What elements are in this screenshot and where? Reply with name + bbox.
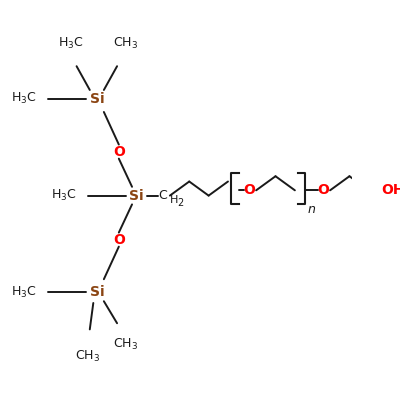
Text: O: O	[243, 183, 255, 197]
Text: C: C	[158, 189, 167, 202]
Text: H: H	[170, 195, 178, 205]
Text: $\mathregular{CH_3}$: $\mathregular{CH_3}$	[113, 336, 138, 352]
Text: $\mathregular{H_3C}$: $\mathregular{H_3C}$	[58, 36, 83, 51]
Text: $\mathregular{H_3C}$: $\mathregular{H_3C}$	[12, 285, 37, 300]
Text: $\mathregular{CH_3}$: $\mathregular{CH_3}$	[76, 349, 100, 364]
Text: $\mathregular{H_3C}$: $\mathregular{H_3C}$	[51, 188, 76, 203]
Text: O: O	[113, 233, 125, 247]
Text: Si: Si	[90, 286, 104, 300]
Text: $\mathregular{H_3C}$: $\mathregular{H_3C}$	[12, 91, 37, 106]
Text: Si: Si	[129, 188, 144, 202]
Text: O: O	[317, 183, 329, 197]
Text: n: n	[307, 203, 315, 216]
Text: 2: 2	[177, 198, 183, 208]
Text: OH: OH	[381, 183, 400, 197]
Text: $\mathregular{CH_3}$: $\mathregular{CH_3}$	[113, 36, 138, 51]
Text: Si: Si	[90, 92, 104, 106]
Text: O: O	[113, 144, 125, 158]
